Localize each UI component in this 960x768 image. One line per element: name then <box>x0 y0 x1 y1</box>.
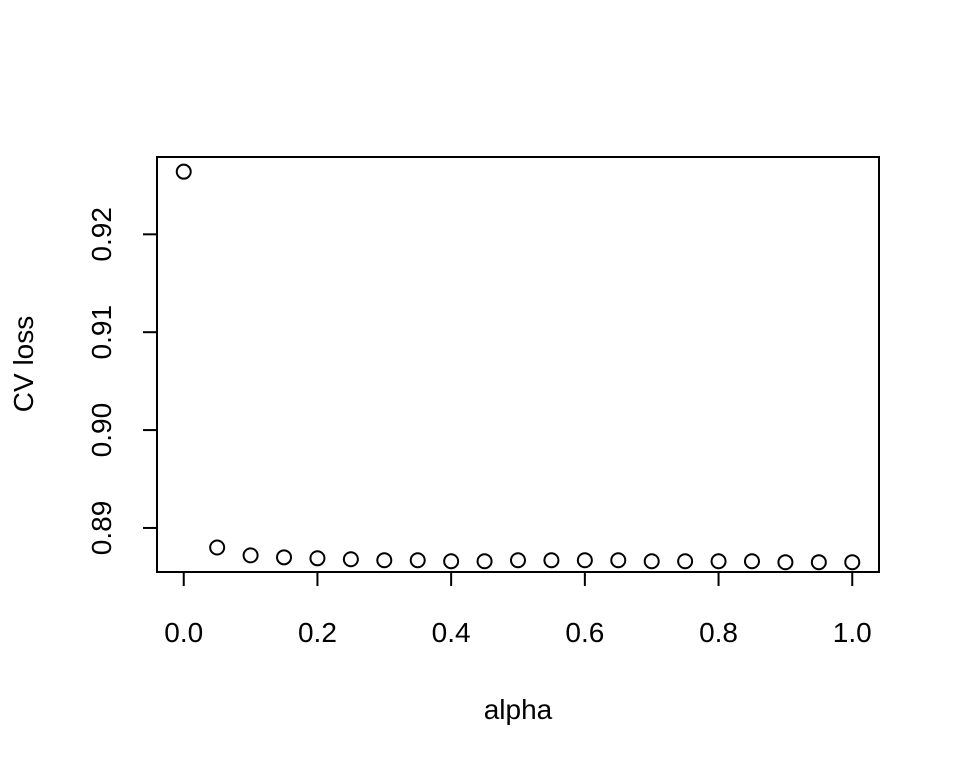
data-point <box>677 553 694 570</box>
data-point <box>342 551 359 568</box>
data-point <box>610 552 627 569</box>
x-tick-label: 0.0 <box>164 617 203 648</box>
data-point <box>810 554 827 571</box>
data-point <box>576 552 593 569</box>
data-point <box>510 552 526 569</box>
data-point <box>309 550 326 567</box>
data-point <box>443 553 460 570</box>
x-tick-label: 0.8 <box>699 617 738 648</box>
data-points <box>175 163 861 571</box>
y-axis: 0.89 0.90 0.91 0.92 <box>86 207 158 556</box>
y-axis-label: CV loss <box>8 316 39 412</box>
data-point <box>710 553 727 570</box>
data-point <box>175 163 192 180</box>
data-point <box>476 553 493 570</box>
y-tick-label: 0.90 <box>86 403 117 458</box>
y-tick-label: 0.92 <box>86 207 117 262</box>
data-point <box>376 552 393 569</box>
x-tick-label: 1.0 <box>833 617 872 648</box>
x-axis-label: alpha <box>484 694 553 725</box>
data-point <box>643 553 660 570</box>
data-point <box>743 553 760 570</box>
data-point <box>276 549 293 566</box>
x-tick-label: 0.4 <box>432 617 471 648</box>
y-tick-label: 0.89 <box>86 501 117 556</box>
data-point <box>242 547 259 564</box>
data-point <box>209 539 226 556</box>
x-axis: 0.0 0.2 0.4 0.6 0.8 1.0 <box>164 571 872 648</box>
data-point <box>409 552 426 569</box>
data-point <box>777 554 794 571</box>
x-tick-label: 0.6 <box>565 617 604 648</box>
x-tick-label: 0.2 <box>298 617 337 648</box>
data-point <box>844 554 861 571</box>
y-tick-label: 0.91 <box>86 305 117 360</box>
plot-frame <box>156 156 880 573</box>
data-point <box>543 552 560 569</box>
